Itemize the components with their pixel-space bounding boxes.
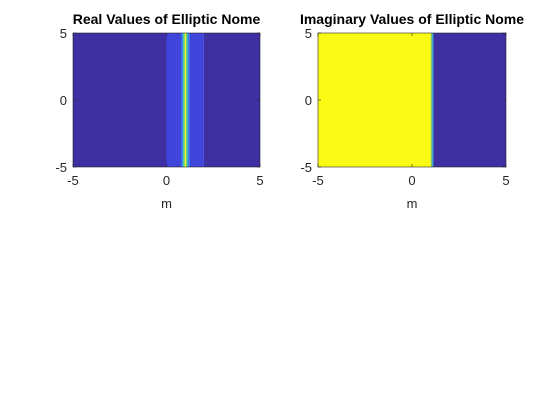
imaginary-values-y-tick-label: -5	[300, 160, 312, 175]
real-values-x-axis-label: m	[161, 196, 172, 211]
real-values-heatmap-band	[181, 33, 184, 167]
real-values-heatmap-band	[187, 33, 190, 167]
imaginary-values-heatmap-band	[433, 33, 506, 167]
real-values-y-tick-label: 0	[60, 93, 67, 108]
real-values-heatmap-band	[166, 33, 182, 167]
real-values-subplot: -5 0 5 -5 0 5 Real Values of Elliptic Nome m	[55, 11, 263, 211]
imaginary-values-x-tick-label: 0	[408, 173, 415, 188]
real-values-chart-title: Real Values of Elliptic Nome	[73, 11, 261, 27]
real-values-x-tick-label: 5	[256, 173, 263, 188]
imaginary-values-x-tick-label: -5	[312, 173, 324, 188]
real-values-heatmap	[73, 33, 260, 167]
real-values-x-tick-label: -5	[67, 173, 79, 188]
imaginary-values-subplot: -5 0 5 -5 0 5 Imaginary Values of Elliptic N…	[300, 11, 524, 211]
real-values-heatmap-band	[186, 33, 188, 167]
imaginary-values-chart-title: Imaginary Values of Elliptic Nome	[300, 11, 524, 27]
imaginary-values-heatmap-band	[432, 33, 434, 167]
imaginary-values-heatmap-band	[318, 33, 431, 167]
imaginary-values-heatmap	[318, 33, 506, 167]
real-values-y-ticks: -5 0 5	[55, 26, 260, 175]
imaginary-values-y-ticks: -5 0 5	[300, 26, 506, 175]
real-values-y-tick-label: -5	[55, 160, 67, 175]
imaginary-values-x-ticks: -5 0 5	[312, 33, 510, 188]
real-values-y-tick-label: 5	[60, 26, 67, 41]
real-values-heatmap-band	[73, 33, 167, 167]
real-values-heatmap-band	[203, 33, 260, 167]
real-values-heatmap-band	[183, 33, 185, 167]
imaginary-values-x-axis-label: m	[407, 196, 418, 211]
real-values-x-ticks: -5 0 5	[67, 33, 264, 188]
imaginary-values-x-tick-label: 5	[502, 173, 509, 188]
imaginary-values-y-tick-label: 0	[305, 93, 312, 108]
real-values-heatmap-band	[189, 33, 204, 167]
imaginary-values-heatmap-band	[430, 33, 433, 167]
real-values-x-tick-label: 0	[163, 173, 170, 188]
real-values-heatmap-band	[184, 33, 187, 167]
imaginary-values-y-tick-label: 5	[305, 26, 312, 41]
